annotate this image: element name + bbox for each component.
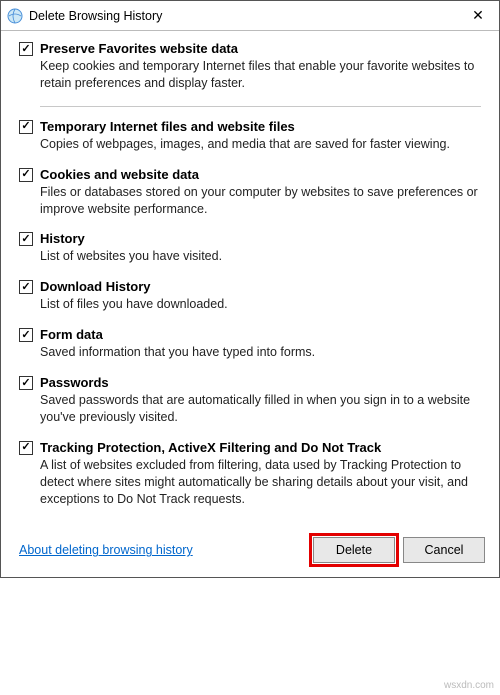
option-label: Form data — [40, 327, 103, 342]
option-description: List of websites you have visited. — [40, 248, 481, 265]
option-label: Cookies and website data — [40, 167, 199, 182]
checkbox-download-history[interactable] — [19, 280, 33, 294]
option-label: Passwords — [40, 375, 109, 390]
delete-button[interactable]: Delete — [313, 537, 395, 563]
section-divider — [40, 106, 481, 107]
option-description: Saved passwords that are automatically f… — [40, 392, 481, 426]
option-row: Cookies and website data — [19, 167, 481, 182]
checkbox-cookies[interactable] — [19, 168, 33, 182]
option-row: History — [19, 231, 481, 246]
checkbox-tracking-protection[interactable] — [19, 441, 33, 455]
option-description: A list of websites excluded from filteri… — [40, 457, 481, 508]
about-link[interactable]: About deleting browsing history — [19, 543, 305, 557]
checkbox-temp-files[interactable] — [19, 120, 33, 134]
option-label: Download History — [40, 279, 151, 294]
option-cookies: Cookies and website data Files or databas… — [19, 167, 481, 218]
app-icon — [7, 8, 23, 24]
option-tracking-protection: Tracking Protection, ActiveX Filtering a… — [19, 440, 481, 508]
option-row: Tracking Protection, ActiveX Filtering a… — [19, 440, 481, 455]
close-button[interactable]: ✕ — [457, 2, 499, 30]
option-label: Preserve Favorites website data — [40, 41, 238, 56]
option-row: Temporary Internet files and website fil… — [19, 119, 481, 134]
checkbox-preserve-favorites[interactable] — [19, 42, 33, 56]
option-form-data: Form data Saved information that you have… — [19, 327, 481, 361]
option-row: Form data — [19, 327, 481, 342]
option-label: Tracking Protection, ActiveX Filtering a… — [40, 440, 381, 455]
option-description: Saved information that you have typed in… — [40, 344, 481, 361]
option-label: Temporary Internet files and website fil… — [40, 119, 295, 134]
option-history: History List of websites you have visited… — [19, 231, 481, 265]
option-row: Passwords — [19, 375, 481, 390]
option-description: Copies of webpages, images, and media th… — [40, 136, 481, 153]
option-download-history: Download History List of files you have d… — [19, 279, 481, 313]
dialog-footer: About deleting browsing history Delete C… — [1, 529, 499, 577]
option-description: Files or databases stored on your comput… — [40, 184, 481, 218]
option-passwords: Passwords Saved passwords that are automa… — [19, 375, 481, 426]
window-title: Delete Browsing History — [29, 9, 457, 23]
checkbox-passwords[interactable] — [19, 376, 33, 390]
checkbox-form-data[interactable] — [19, 328, 33, 342]
checkbox-history[interactable] — [19, 232, 33, 246]
option-description: List of files you have downloaded. — [40, 296, 481, 313]
titlebar: Delete Browsing History ✕ — [1, 1, 499, 31]
dialog-content: Preserve Favorites website data Keep cook… — [1, 31, 499, 529]
option-temp-files: Temporary Internet files and website fil… — [19, 119, 481, 153]
option-preserve-favorites: Preserve Favorites website data Keep cook… — [19, 41, 481, 92]
option-row: Preserve Favorites website data — [19, 41, 481, 56]
option-label: History — [40, 231, 85, 246]
option-row: Download History — [19, 279, 481, 294]
watermark: wsxdn.com — [444, 680, 494, 691]
cancel-button[interactable]: Cancel — [403, 537, 485, 563]
dialog-window: Delete Browsing History ✕ Preserve Favor… — [0, 0, 500, 578]
close-icon: ✕ — [472, 7, 484, 24]
option-description: Keep cookies and temporary Internet file… — [40, 58, 481, 92]
